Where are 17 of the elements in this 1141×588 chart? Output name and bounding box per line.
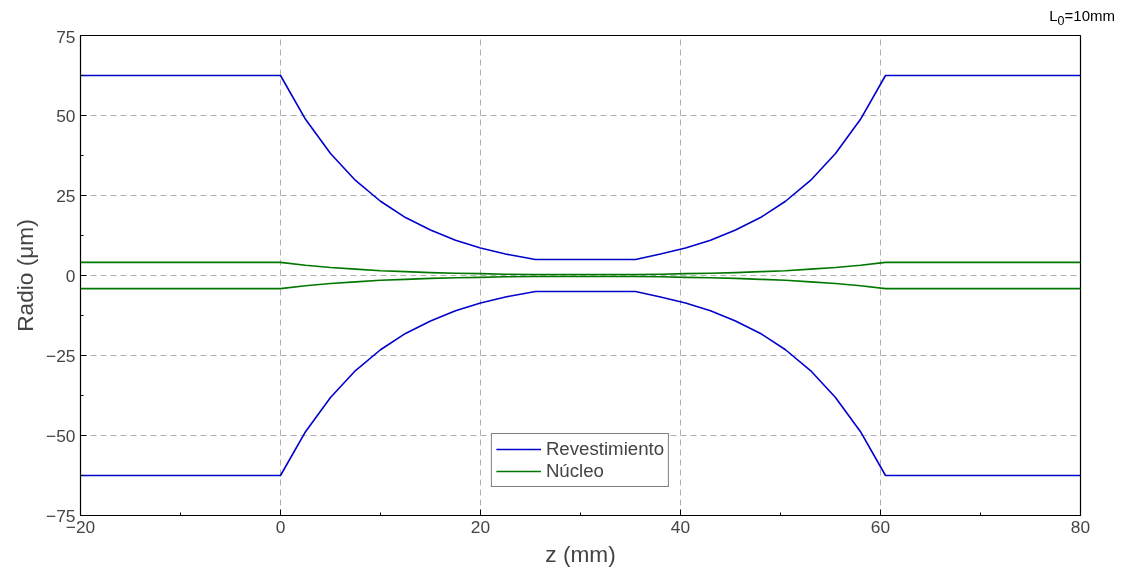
x-tick-label: 20 <box>470 516 491 537</box>
y-tick-label: 25 <box>56 185 76 206</box>
y-tick-label: −75 <box>46 505 76 526</box>
y-tick-label: −25 <box>46 345 76 366</box>
text: L$_{0}$=10mm <box>1049 6 1115 30</box>
y-tick-label: −50 <box>46 425 76 446</box>
x-tick-label: 40 <box>670 516 691 537</box>
legend-label: Revestimiento <box>545 438 665 460</box>
legend-label: Núcleo <box>545 460 604 482</box>
x-tick-label: 80 <box>1070 516 1091 537</box>
y-tick-label: 0 <box>65 265 76 286</box>
x-tick-label: 60 <box>870 516 891 537</box>
y-tick-label: 50 <box>56 105 76 126</box>
y-axis-title: Radio (μm) <box>12 219 39 332</box>
x-axis-title: z (mm) <box>545 540 616 567</box>
y-tick-label: 75 <box>56 26 76 47</box>
x-tick-label: 0 <box>275 516 286 537</box>
